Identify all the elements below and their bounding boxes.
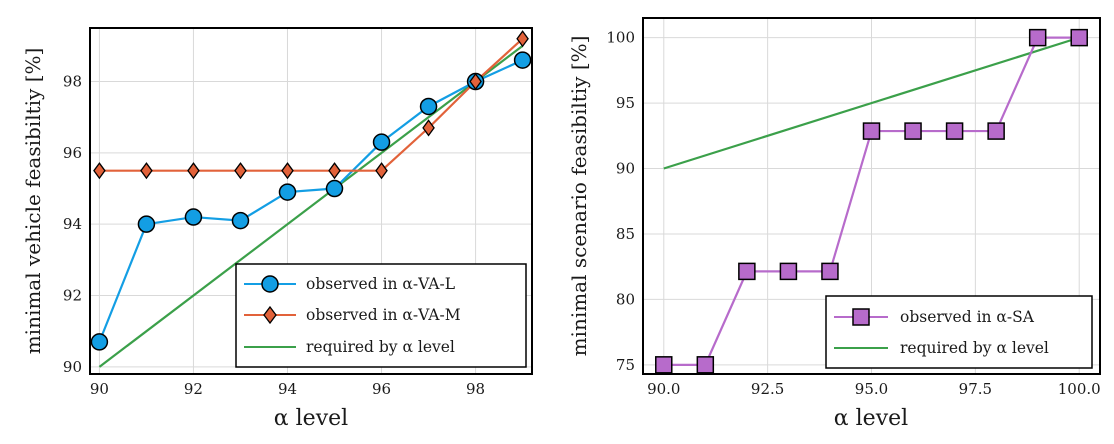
right-series-1-point (987, 122, 1005, 140)
left-series-line-2 (99, 37, 524, 172)
left-legend-entry-3: required by α level (244, 338, 455, 356)
right-legend: observed in α-SA required by α level (825, 295, 1093, 369)
left-x-tick-label: 90 (90, 380, 109, 398)
right-legend-label-2: required by α level (900, 339, 1049, 357)
left-legend-label-3: required by α level (306, 338, 455, 356)
left-series-1-point (90, 333, 109, 351)
left-series-1-point (513, 51, 532, 69)
right-series-1-point (738, 262, 756, 281)
right-series-1-point (945, 122, 964, 140)
right-y-axis-label: minimal scenario feasibiltiy [%] (567, 36, 591, 357)
left-x-tick-label: 98 (466, 380, 485, 398)
right-legend-marker-1 (852, 308, 870, 326)
left-x-tick-label: 96 (372, 380, 391, 398)
left-series-2-point (328, 162, 341, 180)
left-y-axis-label: minimal vehicle feasibiltiy [%] (21, 48, 45, 355)
left-series-2-point (187, 162, 200, 180)
right-series-1-point (862, 122, 881, 140)
right-y-tick-label: 75 (616, 356, 635, 374)
right-x-ticks: 90.0 92.5 95.0 97.5 100.0 (647, 380, 1101, 398)
left-y-tick-label: 92 (63, 287, 82, 305)
left-legend-label-2: observed in α-VA-M (306, 306, 461, 324)
left-legend-entry-1: observed in α-VA-L (244, 275, 455, 293)
left-series-2-point (93, 162, 106, 180)
right-legend-box (825, 295, 1093, 369)
right-x-tick-label: 100.0 (1058, 380, 1101, 398)
left-chart: 90 92 94 96 98 90 92 94 96 98 α level minimal ve… (21, 27, 533, 431)
right-y-tick-label: 100 (606, 29, 635, 47)
right-x-tick-label: 92.5 (751, 380, 784, 398)
right-legend-entry-2: required by α level (834, 339, 1049, 357)
left-series-2-point (234, 162, 247, 180)
left-series-2-point (422, 119, 435, 137)
right-y-tick-label: 90 (616, 160, 635, 178)
right-series-1-point (1070, 28, 1088, 47)
left-x-ticks: 90 92 94 96 98 (90, 380, 485, 398)
right-x-tick-label: 97.5 (959, 380, 992, 398)
left-legend-marker-2 (263, 305, 277, 325)
left-series-2-point (281, 162, 294, 180)
left-series-1-point (184, 208, 203, 226)
right-series-1-point (904, 122, 922, 140)
left-legend-label-1: observed in α-VA-L (306, 275, 455, 293)
left-legend-marker-1 (261, 275, 279, 293)
right-y-ticks: 75 80 85 90 95 100 (606, 29, 635, 374)
left-series (90, 30, 532, 368)
right-legend-entry-1: observed in α-SA (834, 308, 1035, 326)
left-series-2-point (516, 30, 529, 48)
left-x-tick-label: 94 (278, 380, 297, 398)
right-series (655, 28, 1088, 374)
left-y-tick-label: 94 (63, 215, 82, 233)
right-y-tick-label: 80 (616, 290, 635, 308)
left-legend-entry-2: observed in α-VA-M (244, 305, 461, 325)
right-legend-label-1: observed in α-SA (900, 308, 1035, 326)
right-series-1-point (821, 262, 839, 281)
left-y-tick-label: 90 (63, 358, 82, 376)
left-legend: observed in α-VA-L observed in α-VA-M re… (235, 263, 527, 368)
left-series-2-point (375, 162, 388, 180)
right-chart: 90.0 92.5 95.0 97.5 100.0 75 80 85 90 95 100 α le… (567, 17, 1101, 431)
left-series-2-point (140, 162, 153, 180)
left-series-1-point (325, 179, 344, 198)
left-y-ticks: 90 92 94 96 98 (63, 73, 82, 376)
left-y-tick-label: 98 (63, 73, 82, 91)
left-series-2-point (469, 72, 482, 91)
left-x-tick-label: 92 (184, 380, 203, 398)
right-series-1-point (779, 262, 798, 281)
left-y-tick-label: 96 (63, 144, 82, 162)
left-series-line-1 (98, 59, 524, 343)
right-x-tick-label: 95.0 (855, 380, 888, 398)
right-y-tick-label: 95 (616, 94, 635, 112)
right-x-axis-label: α level (834, 406, 908, 431)
right-series-1-point (655, 356, 673, 374)
left-series-1-point (419, 97, 438, 116)
right-series-1-point (1028, 28, 1047, 47)
left-plot-frame (89, 27, 533, 375)
left-series-1-point (231, 211, 250, 230)
left-series-1-point (372, 133, 391, 151)
right-y-tick-label: 85 (616, 225, 635, 243)
left-x-axis-label: α level (274, 406, 348, 431)
right-plot-frame (642, 17, 1101, 375)
right-series-line-2 (663, 36, 1080, 170)
left-series-line-3 (98, 44, 524, 368)
left-series-1-point (278, 183, 297, 201)
right-x-tick-label: 90.0 (647, 380, 680, 398)
left-series-1-point (137, 215, 156, 233)
right-series-1-point (696, 356, 715, 374)
